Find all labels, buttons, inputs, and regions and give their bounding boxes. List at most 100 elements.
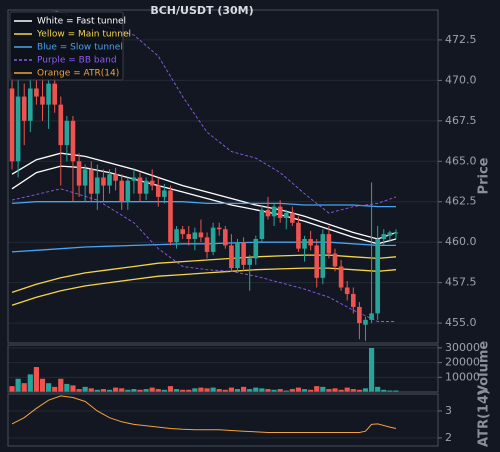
candle-body	[34, 88, 39, 97]
volume-bar	[192, 388, 198, 392]
volume-bar	[326, 389, 332, 392]
y-tick-label: 455.0	[445, 316, 477, 329]
volume-bar	[94, 389, 100, 392]
volume-bar	[161, 389, 167, 392]
candle-body	[28, 88, 33, 121]
atr-frame	[7, 393, 439, 447]
candle-body	[58, 104, 64, 146]
candle-body	[253, 238, 259, 259]
candle-body	[125, 180, 131, 202]
volume-bar	[70, 385, 76, 392]
price-frame	[7, 9, 439, 344]
volume-bar	[149, 387, 155, 392]
volume-bar	[167, 386, 174, 392]
candle-body	[320, 234, 326, 278]
volume-bar	[64, 383, 70, 392]
legend-label: White = Fast tunnel	[37, 17, 126, 27]
candle-body	[247, 258, 252, 265]
candle-body	[290, 213, 295, 223]
volume-bar	[240, 386, 247, 392]
volume-bar	[222, 389, 228, 392]
volume-bar	[186, 389, 192, 392]
volume-bar	[27, 374, 33, 392]
volume-bar	[100, 389, 107, 392]
candle-body	[229, 245, 234, 269]
volume-bar	[295, 387, 302, 392]
volume-bar	[15, 378, 21, 392]
volume-bar	[344, 387, 350, 392]
y-tick-label: 460.0	[445, 235, 477, 248]
chart-title: BCH/USDT (30M)	[150, 4, 253, 17]
volume-bar	[198, 387, 204, 392]
candle-body	[52, 83, 57, 105]
candle-body	[46, 83, 51, 105]
volume-bar	[253, 387, 259, 392]
candle-body	[271, 206, 277, 217]
candle-body	[338, 266, 344, 288]
volume-bar	[301, 389, 308, 392]
y-tick-label: 30000	[445, 341, 480, 354]
candle-body	[357, 306, 362, 324]
volume-bar	[143, 389, 149, 392]
volume-bar	[356, 389, 362, 392]
volume-bar	[314, 386, 320, 392]
candle-body	[162, 190, 167, 197]
price-panel	[9, 10, 399, 341]
volume-bar	[332, 388, 338, 392]
y-axis-label: ATR(14)	[477, 389, 492, 447]
volume-bar	[45, 383, 52, 392]
volume-bar	[289, 389, 295, 392]
candle-body	[113, 174, 118, 181]
candle-body	[149, 180, 155, 186]
candle-body	[9, 88, 15, 162]
candle-body	[387, 232, 393, 236]
volume-bar	[180, 389, 186, 392]
candle-body	[131, 177, 137, 181]
volume-bar	[308, 389, 314, 392]
candle-body	[168, 190, 173, 243]
candle-body	[15, 96, 21, 162]
candle-body	[192, 232, 198, 239]
volume-bar	[9, 386, 15, 392]
y-tick-label: 20000	[445, 356, 480, 369]
candle-body	[326, 234, 332, 254]
volume-bar	[106, 389, 113, 392]
volume-bar	[368, 347, 375, 392]
volume-bar	[277, 389, 283, 392]
volume-bar	[21, 383, 27, 392]
volume-bar	[350, 389, 356, 392]
volume-bar	[113, 387, 119, 392]
candle-body	[314, 245, 320, 278]
volume-bar	[33, 367, 39, 392]
candle-body	[235, 242, 240, 269]
candle-body	[216, 227, 222, 230]
candle-body	[283, 213, 289, 218]
volume-bar	[58, 378, 64, 392]
candle-body	[174, 229, 179, 243]
candle-body	[241, 242, 246, 265]
candle-body	[107, 174, 112, 186]
candle-body	[180, 229, 185, 235]
candle-body	[82, 169, 88, 186]
volume-bar	[39, 378, 46, 392]
candle-body	[277, 206, 283, 218]
volume-bar	[265, 389, 271, 392]
volume-bar	[88, 388, 94, 392]
tunnel-line	[11, 152, 397, 240]
y-tick-label: 462.5	[445, 195, 477, 208]
tunnel-line	[11, 267, 397, 306]
legend-label: Purple = BB band	[37, 56, 117, 66]
candle-body	[350, 293, 356, 307]
volume-bar	[271, 389, 277, 392]
y-tick-label: 467.5	[445, 114, 477, 127]
candle-body	[308, 238, 313, 246]
volume-bar	[283, 390, 289, 392]
volume-bar	[375, 386, 381, 392]
atr-line	[11, 395, 397, 433]
volume-bar	[76, 389, 82, 392]
candle-body	[223, 229, 228, 246]
candle-body	[70, 120, 76, 162]
candle-body	[375, 238, 380, 314]
candle-body	[265, 209, 271, 217]
